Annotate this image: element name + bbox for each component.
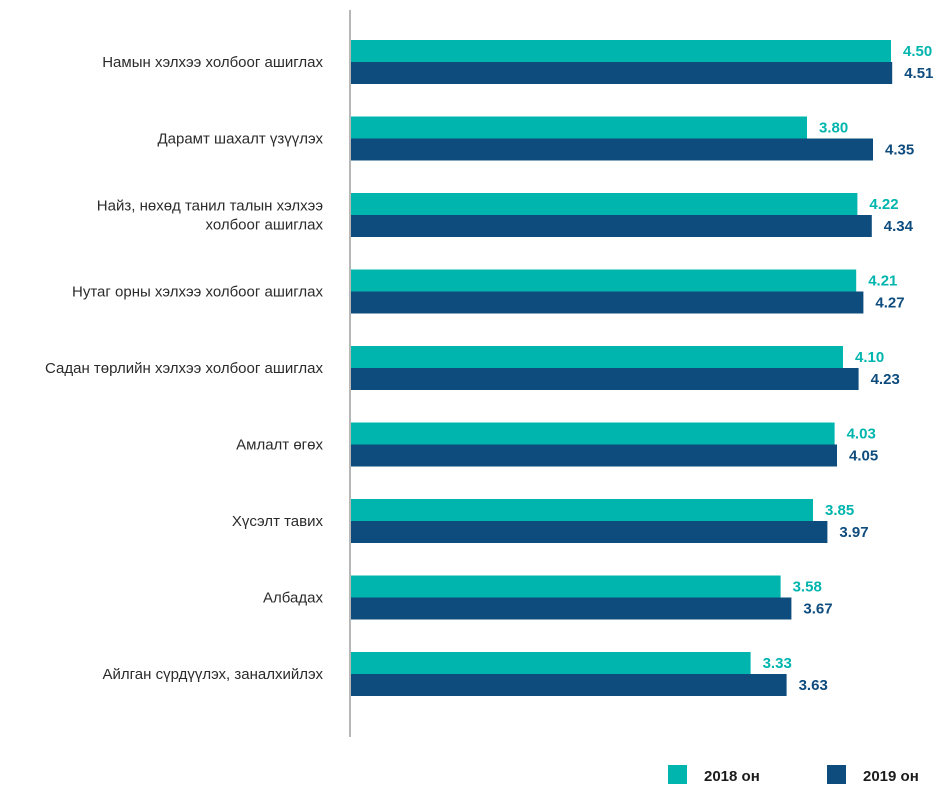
bars (351, 40, 893, 696)
value-label: 4.22 (869, 196, 898, 213)
bar-2019 (351, 368, 859, 390)
value-label: 4.27 (875, 295, 904, 312)
value-label: 3.85 (825, 502, 854, 519)
value-label: 3.67 (803, 601, 832, 618)
bar-2019 (351, 291, 864, 314)
legend-swatch-2019 (827, 765, 846, 784)
bar-2019 (351, 62, 893, 84)
value-label: 3.80 (819, 120, 848, 137)
category-labels: Намын хэлхээ холбоог ашиглах Дарамт шахал… (45, 54, 323, 683)
category-label: Найз, нөхөд танил талын хэлхээ (97, 198, 324, 215)
bar-2019 (351, 138, 873, 161)
value-label: 4.21 (868, 273, 897, 290)
category-label: Хүсэлт тавих (232, 513, 324, 530)
value-label: 4.51 (904, 65, 933, 82)
legend: 2018 он 2019 он (668, 765, 919, 785)
value-label: 4.50 (903, 43, 932, 60)
bar-2018 (351, 346, 843, 368)
value-label: 3.33 (763, 655, 792, 672)
bar-2018 (351, 575, 781, 598)
bar-2018 (351, 40, 891, 62)
value-label: 3.63 (799, 677, 828, 694)
value-label: 3.97 (839, 524, 868, 541)
bar-2019 (351, 521, 828, 543)
value-label: 4.10 (855, 349, 884, 366)
bar-2018 (351, 499, 813, 521)
legend-label: 2019 он (863, 768, 919, 785)
bar-2019 (351, 215, 872, 237)
bar-2019 (351, 444, 837, 467)
bar-2018 (351, 193, 858, 215)
legend-swatch-2018 (668, 765, 687, 784)
legend-label: 2018 он (704, 768, 760, 785)
bar-2018 (351, 116, 807, 139)
category-label: Албадах (263, 590, 323, 607)
value-label: 4.34 (884, 218, 914, 235)
value-label: 3.58 (793, 579, 822, 596)
category-label: Дарамт шахалт үзүүлэх (158, 131, 324, 148)
category-label: Айлган сүрдүүлэх, заналхийлэх (103, 666, 324, 683)
bar-2018 (351, 422, 835, 445)
category-label: Нутаг орны хэлхээ холбоог ашиглах (72, 284, 323, 301)
bar-2018 (351, 269, 857, 292)
category-label: Намын хэлхээ холбоог ашиглах (102, 54, 323, 71)
bar-2019 (351, 597, 792, 620)
value-label: 4.23 (871, 371, 900, 388)
value-label: 4.05 (849, 448, 878, 465)
category-label: Амлалт өгөх (236, 437, 323, 454)
bar-2019 (351, 674, 787, 696)
bar-2018 (351, 652, 751, 674)
category-label: холбоог ашиглах (205, 217, 323, 234)
value-label: 4.03 (847, 426, 876, 443)
value-label: 4.35 (885, 142, 914, 159)
category-label: Садан төрлийн хэлхээ холбоог ашиглах (45, 360, 323, 377)
value-labels: 4.50 4.51 3.80 4.35 4.22 4.34 4.21 4.27 4.10 4.23… (763, 43, 934, 694)
